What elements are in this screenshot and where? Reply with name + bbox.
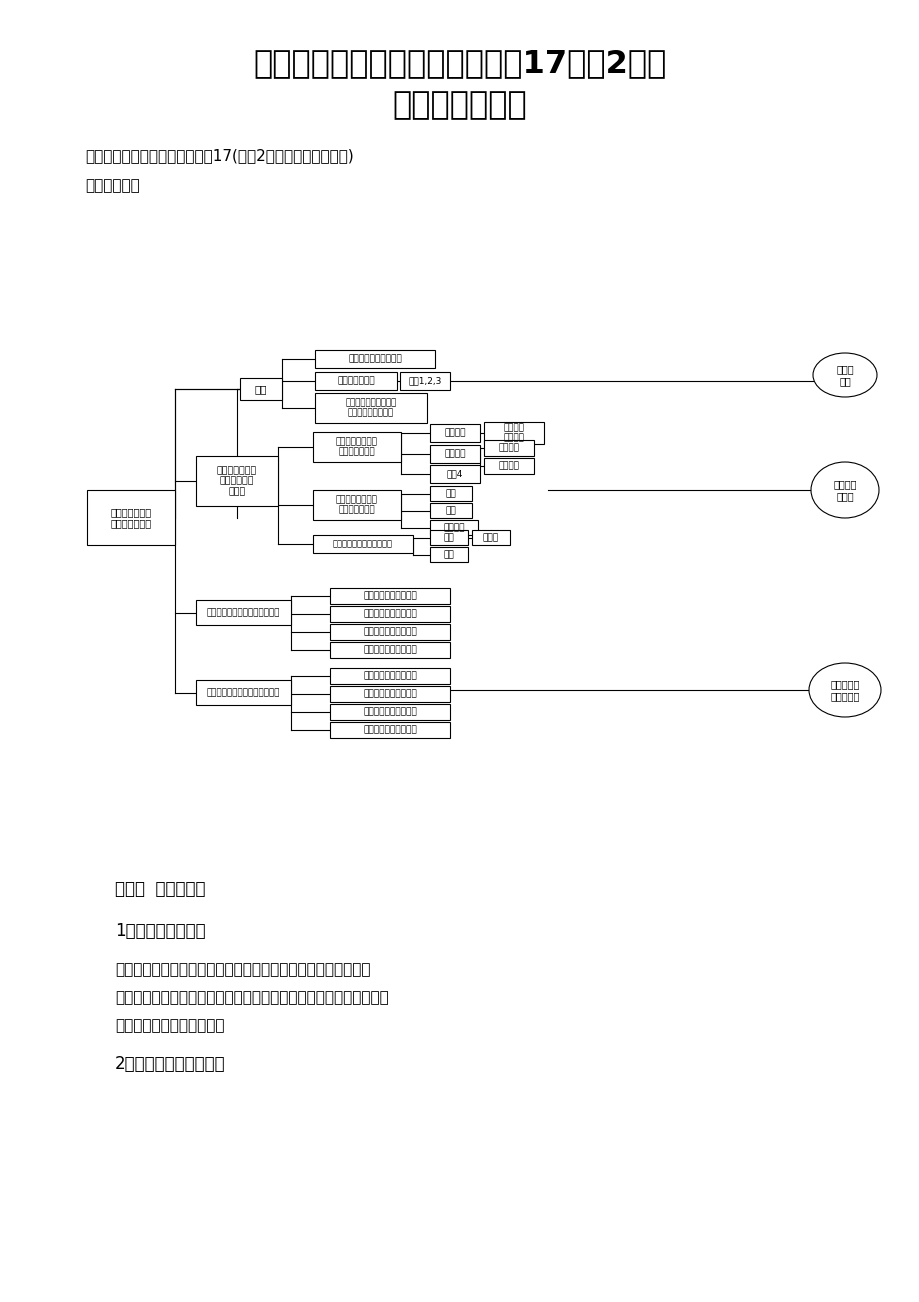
Bar [330,624,449,641]
Bar [330,642,449,658]
Bar [87,490,175,546]
Text: 平行: 平行 [443,533,454,542]
Text: 公理的
应用: 公理的 应用 [835,365,853,385]
Bar [312,490,401,519]
Text: 直线与平面垂直的性质: 直线与平面垂直的性质 [363,707,416,716]
Text: 直线与平面平行的性质: 直线与平面平行的性质 [363,628,416,637]
Bar [312,535,413,553]
Text: 片面直线: 片面直线 [444,428,465,437]
Bar [330,704,449,720]
Bar [314,350,435,368]
Text: 平面与平面平行的判定: 平面与平面平行的判定 [363,609,416,618]
Text: 空间中直线与平面
之间的位置关系: 空间中直线与平面 之间的位置关系 [335,495,378,514]
Text: 直线与平面平行的判定: 直线与平面平行的判定 [363,591,416,600]
Text: 平面与平面之间的位置关系: 平面与平面之间的位置关系 [333,539,392,548]
Text: 平面的概念及表示方法: 平面的概念及表示方法 [347,354,402,363]
Text: 二面角: 二面角 [482,533,498,542]
Text: 平行: 平行 [445,506,456,516]
Bar [196,456,278,506]
Text: ，再证明其余元素在这个平面内；二是分别由不同元素确定若干个平: ，再证明其余元素在这个平面内；二是分别由不同元素确定若干个平 [115,990,389,1005]
Bar [429,445,480,464]
Bar [312,432,401,462]
Text: 空间中角
的求法: 空间中角 的求法 [833,479,856,501]
Text: 证明共面问题，一般有两种方法．一是由某些元素确定一个平面: 证明共面问题，一般有两种方法．一是由某些元素确定一个平面 [115,962,370,976]
Text: 面，再证明这些平面重合．: 面，再证明这些平面重合． [115,1018,224,1032]
Bar [314,393,426,423]
Text: 平行、垂直
关系的应用: 平行、垂直 关系的应用 [830,680,858,700]
Text: 用集合语言描述点、直
线、平面之间的关系: 用集合语言描述点、直 线、平面之间的关系 [345,398,396,418]
Text: 相交直线: 相交直线 [498,444,519,453]
Text: 平行直线: 平行直线 [498,461,519,470]
Text: 1．证明共面问题．: 1．证明共面问题． [115,922,206,940]
Ellipse shape [808,663,880,717]
Text: 平面: 平面 [255,384,267,395]
Bar [330,605,449,622]
Text: 在平面内: 在平面内 [443,523,464,533]
Text: 共距直线: 共距直线 [444,449,465,458]
Bar [471,530,509,546]
Bar [429,503,471,518]
Text: 平面与平面垂直的性质: 平面与平面垂直的性质 [363,725,416,734]
Text: 空间点、直线、
平面之间的位
置关系: 空间点、直线、 平面之间的位 置关系 [217,466,256,496]
Text: 空间中直线与直线
之间的位置关系: 空间中直线与直线 之间的位置关系 [335,437,378,457]
Bar [314,372,397,391]
Text: 公理1,2,3: 公理1,2,3 [408,376,441,385]
Bar [429,519,478,535]
Bar [196,600,290,625]
Text: 章末知识整合: 章末知识整合 [85,178,140,193]
Text: 直线与平面垂直的判定: 直线与平面垂直的判定 [363,672,416,681]
Text: 点、直线、平面
之间的位置关系: 点、直线、平面 之间的位置关系 [110,506,152,529]
Bar [330,723,449,738]
Text: 平面与平面平行的性质: 平面与平面平行的性质 [363,646,416,655]
Bar [400,372,449,391]
Text: 专题一  公理的应用: 专题一 公理的应用 [115,880,205,898]
Bar [429,424,480,441]
Text: 章章末知识整合: 章章末知识整合 [392,90,527,121]
Text: 平面与平面垂直的判定: 平面与平面垂直的判定 [363,690,416,698]
Bar [330,589,449,604]
Bar [330,668,449,684]
Text: 2．证明三点共线问题．: 2．证明三点共线问题． [115,1055,225,1073]
Bar [483,458,533,474]
Bar [483,422,543,444]
Bar [429,486,471,501]
Text: 相交: 相交 [445,490,456,497]
Ellipse shape [812,353,876,397]
Bar [429,530,468,546]
Bar [196,680,290,704]
Text: 公理4: 公理4 [447,470,462,479]
Text: 高一数学下册知识基础梳理测试17必修2第二: 高一数学下册知识基础梳理测试17必修2第二 [253,48,666,79]
Text: 相交: 相交 [443,549,454,559]
Bar [240,378,282,400]
Bar [429,547,468,562]
Text: 平面的基本性质: 平面的基本性质 [337,376,374,385]
Bar [330,686,449,702]
Bar [429,465,480,483]
Text: 直线、平面垂直的判定及其性质: 直线、平面垂直的判定及其性质 [207,687,280,697]
Text: 高一数学下册知识基础梳理测试17(必修2第二章章末知识整合): 高一数学下册知识基础梳理测试17(必修2第二章章末知识整合) [85,148,354,163]
Ellipse shape [811,462,878,518]
Text: 异面直线
所成的角: 异面直线 所成的角 [503,423,524,443]
Bar [483,440,533,456]
Text: 直线、平面平行的判定及其性质: 直线、平面平行的判定及其性质 [207,608,280,617]
